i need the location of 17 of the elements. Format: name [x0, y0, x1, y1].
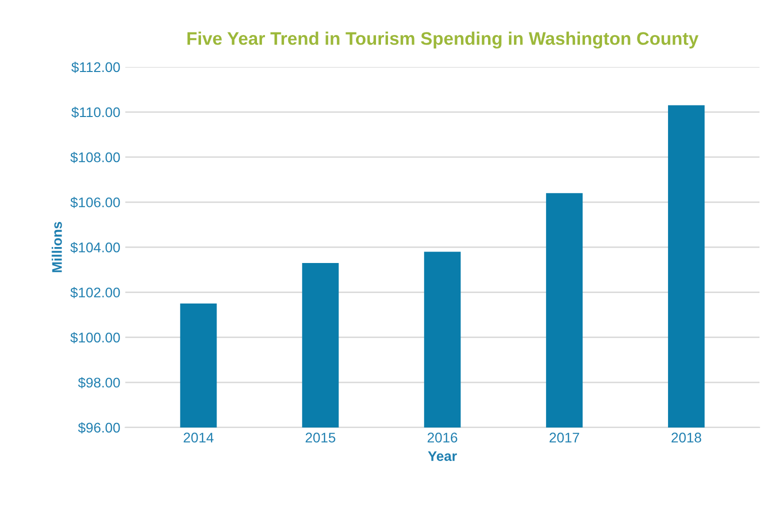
y-tick-label: $112.00 — [71, 62, 120, 73]
x-tick-label: 2015 — [306, 432, 336, 443]
y-axis-title: Millions — [52, 222, 62, 272]
x-tick-label: 2017 — [550, 432, 580, 443]
x-tick-label: 2016 — [428, 432, 458, 443]
y-tick-label: $106.00 — [70, 196, 120, 208]
x-tick-label: 2018 — [672, 432, 702, 443]
x-tick-label: 2014 — [184, 432, 214, 443]
x-axis-title: Year — [428, 451, 457, 462]
y-tick-label: $104.00 — [70, 242, 120, 254]
y-tick-label: $100.00 — [70, 332, 120, 344]
y-tick-label: $98.00 — [78, 377, 120, 388]
y-tick-label: $108.00 — [70, 152, 120, 164]
chart-title: Five Year Trend in Tourism Spending in Washington County — [187, 32, 698, 49]
y-tick-label: $110.00 — [71, 106, 120, 118]
y-tick-label: $102.00 — [70, 287, 120, 298]
y-tick-label: $96.00 — [78, 422, 120, 434]
